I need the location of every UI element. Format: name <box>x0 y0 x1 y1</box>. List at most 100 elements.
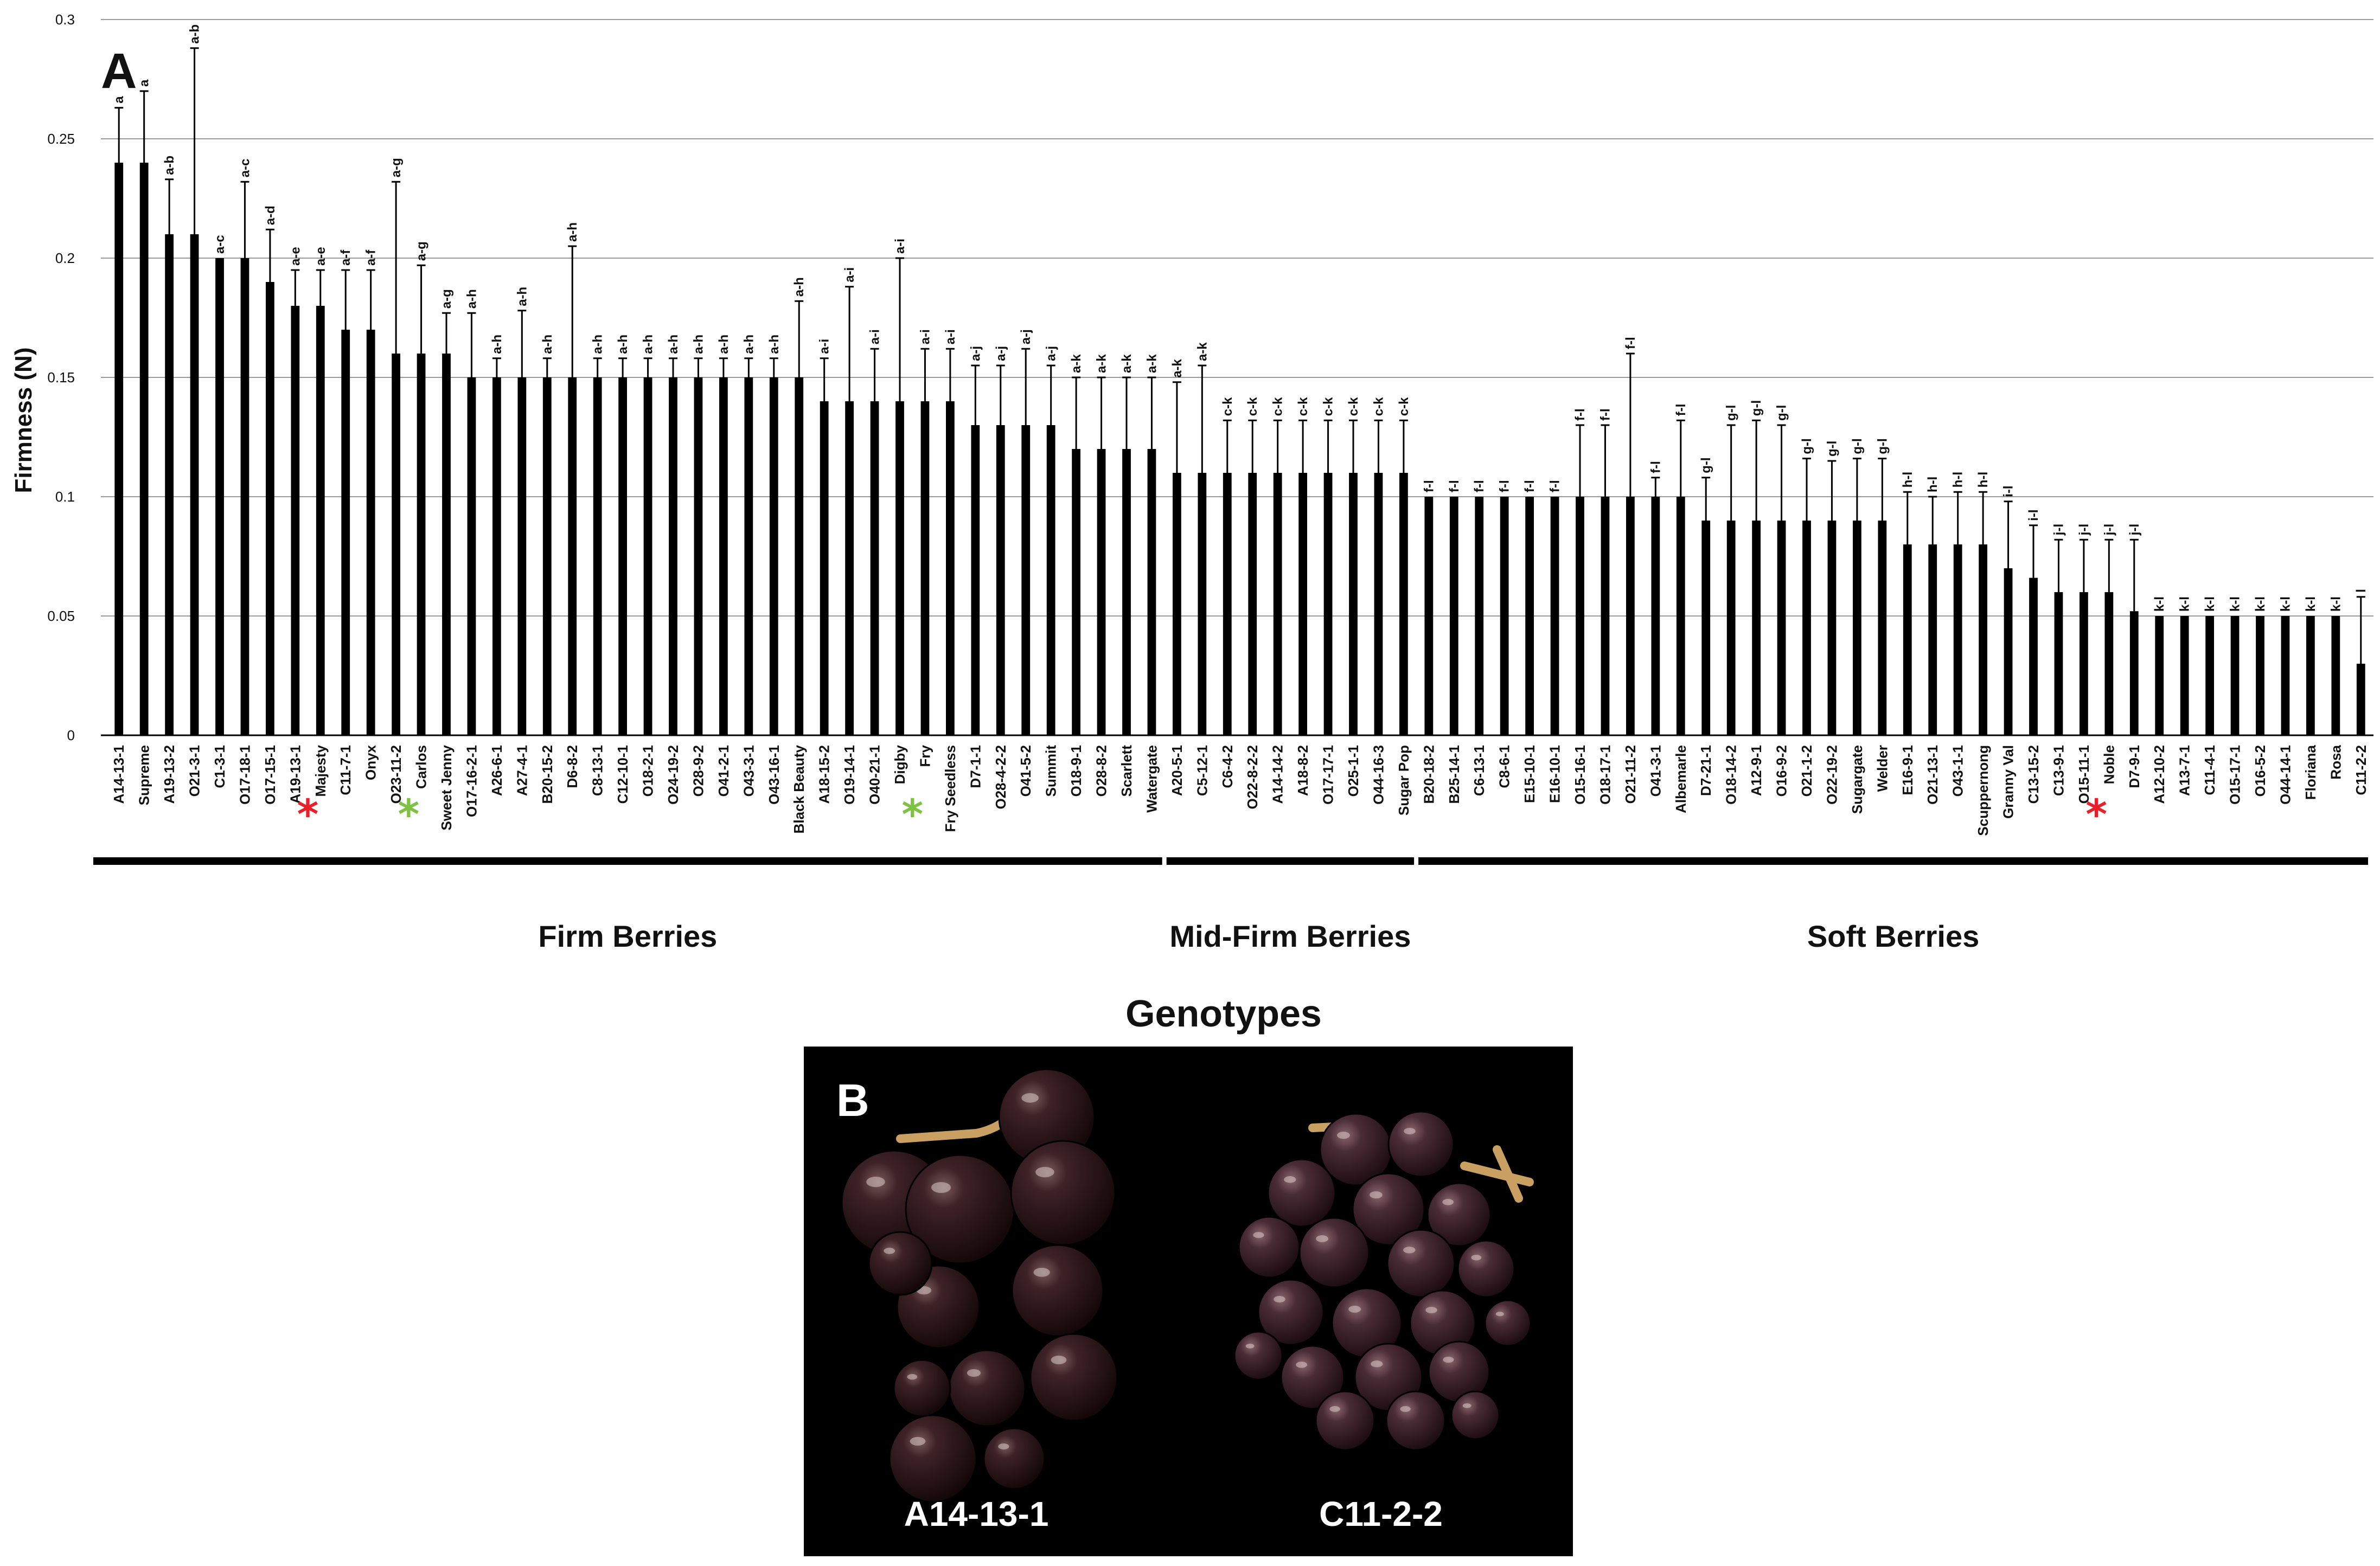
error-bar <box>593 357 602 377</box>
error-bar <box>1172 381 1181 473</box>
bar <box>694 377 703 735</box>
error-bar <box>1777 424 1786 521</box>
asterisk-marker: * <box>398 790 419 838</box>
berry-shape <box>1315 1390 1375 1451</box>
error-bar <box>2079 538 2088 592</box>
error-bar <box>744 357 753 377</box>
berry-highlight <box>1443 1357 1454 1363</box>
panel-a-label: A <box>101 43 137 99</box>
bar <box>467 377 476 735</box>
photo-label-a14-13-1: A14-13-1 <box>904 1494 1049 1533</box>
error-bar <box>341 269 350 330</box>
error-bar <box>1726 424 1736 521</box>
error-bar <box>467 312 476 377</box>
berry-highlight <box>1033 1268 1050 1277</box>
bar <box>417 354 426 735</box>
x-tick-label: O21-13-1 <box>1924 745 1941 805</box>
bar <box>2180 616 2189 735</box>
x-tick-label: A14-13-1 <box>111 745 127 804</box>
x-tick-label: A12-9-1 <box>1748 745 1764 796</box>
berry-highlight <box>910 1437 926 1446</box>
bar <box>517 377 527 735</box>
error-bar <box>2356 596 2365 664</box>
x-tick-label: O18-14-2 <box>1723 745 1739 805</box>
bar <box>492 377 501 735</box>
error-bar <box>1323 419 1333 473</box>
significance-letter: a <box>137 79 152 87</box>
bar <box>2104 592 2114 735</box>
bar <box>1374 473 1383 735</box>
x-tick-label: Scuppernong <box>1975 745 1991 836</box>
bar <box>392 354 401 735</box>
x-tick-label: A14-14-2 <box>1270 745 1286 804</box>
berry-shape <box>888 1414 977 1503</box>
x-tick-label: A13-7-1 <box>2177 745 2193 796</box>
x-tick-label: Sugar Pop <box>1396 745 1412 816</box>
bar <box>2155 616 2164 735</box>
x-tick-label: Scarlett <box>1118 745 1135 797</box>
x-tick-label: C6-13-1 <box>1471 745 1487 796</box>
bar <box>1676 497 1685 735</box>
error-bar <box>1802 458 1811 521</box>
significance-letter: a-k <box>1069 354 1084 373</box>
bar <box>1349 473 1358 735</box>
significance-letter: a-d <box>263 206 278 225</box>
x-tick-label: D6-8-2 <box>564 745 580 788</box>
error-bar <box>1827 460 1837 521</box>
significance-letter: a-j <box>1019 329 1033 344</box>
x-tick-label: O44-16-3 <box>1370 745 1386 805</box>
bar <box>1298 473 1308 735</box>
berry-shape <box>1298 1217 1370 1288</box>
bar <box>291 306 300 735</box>
x-tick-label: O44-14-1 <box>2277 745 2293 805</box>
error-bar <box>2029 524 2038 578</box>
berry-highlight <box>1253 1232 1264 1238</box>
significance-letter: a-h <box>490 335 504 354</box>
berry-highlight <box>1442 1199 1454 1205</box>
significance-letter: c-k <box>1296 397 1310 416</box>
x-tick-label: Rosa <box>2327 745 2344 779</box>
group-label: Firm Berries <box>538 919 717 953</box>
berry-highlight <box>866 1177 885 1188</box>
bar <box>719 377 728 735</box>
error-bar <box>392 181 401 354</box>
bar <box>1424 497 1434 735</box>
error-bar <box>1752 419 1761 521</box>
x-axis-title: Genotypes <box>1125 992 1322 1035</box>
berry-highlight <box>1337 1132 1350 1139</box>
x-tick-label: Floriana <box>2302 745 2319 800</box>
error-bar <box>240 181 249 258</box>
x-tick-label: B25-14-1 <box>1446 745 1462 804</box>
significance-letter: j-l <box>2051 524 2066 536</box>
berry-highlight <box>1316 1235 1329 1242</box>
significance-letter: j-l <box>2127 524 2142 536</box>
berry-shape <box>1387 1111 1455 1178</box>
significance-letter: k-l <box>2304 596 2318 612</box>
x-tick-label: O15-11-1 <box>2076 745 2092 804</box>
significance-letter: a-h <box>515 287 529 306</box>
bar <box>1525 497 1534 735</box>
significance-letter: g-l <box>1825 441 1839 457</box>
bar <box>1903 544 1912 735</box>
significance-letter: a-h <box>716 335 731 354</box>
berry-cluster-a14-13-1 <box>841 1068 1118 1503</box>
significance-letter: a-h <box>591 335 605 354</box>
bar <box>643 377 652 735</box>
bar <box>2004 568 2013 735</box>
error-bar <box>1046 364 1055 425</box>
error-bar <box>618 357 628 377</box>
bar <box>1701 521 1711 735</box>
x-tick-label: Supreme <box>136 745 152 805</box>
error-bar <box>1248 419 1257 473</box>
significance-letter: c-k <box>1271 397 1285 416</box>
error-bar <box>1852 458 1861 521</box>
significance-letter: g-l <box>1850 438 1865 454</box>
error-bar <box>1298 419 1308 473</box>
error-bar <box>1601 424 1610 497</box>
bar <box>870 401 879 735</box>
error-bar <box>568 245 577 377</box>
x-tick-label: B20-18-2 <box>1421 745 1437 804</box>
bars <box>114 163 2365 735</box>
error-bar <box>190 47 199 234</box>
significance-letter: a-i <box>918 329 932 344</box>
